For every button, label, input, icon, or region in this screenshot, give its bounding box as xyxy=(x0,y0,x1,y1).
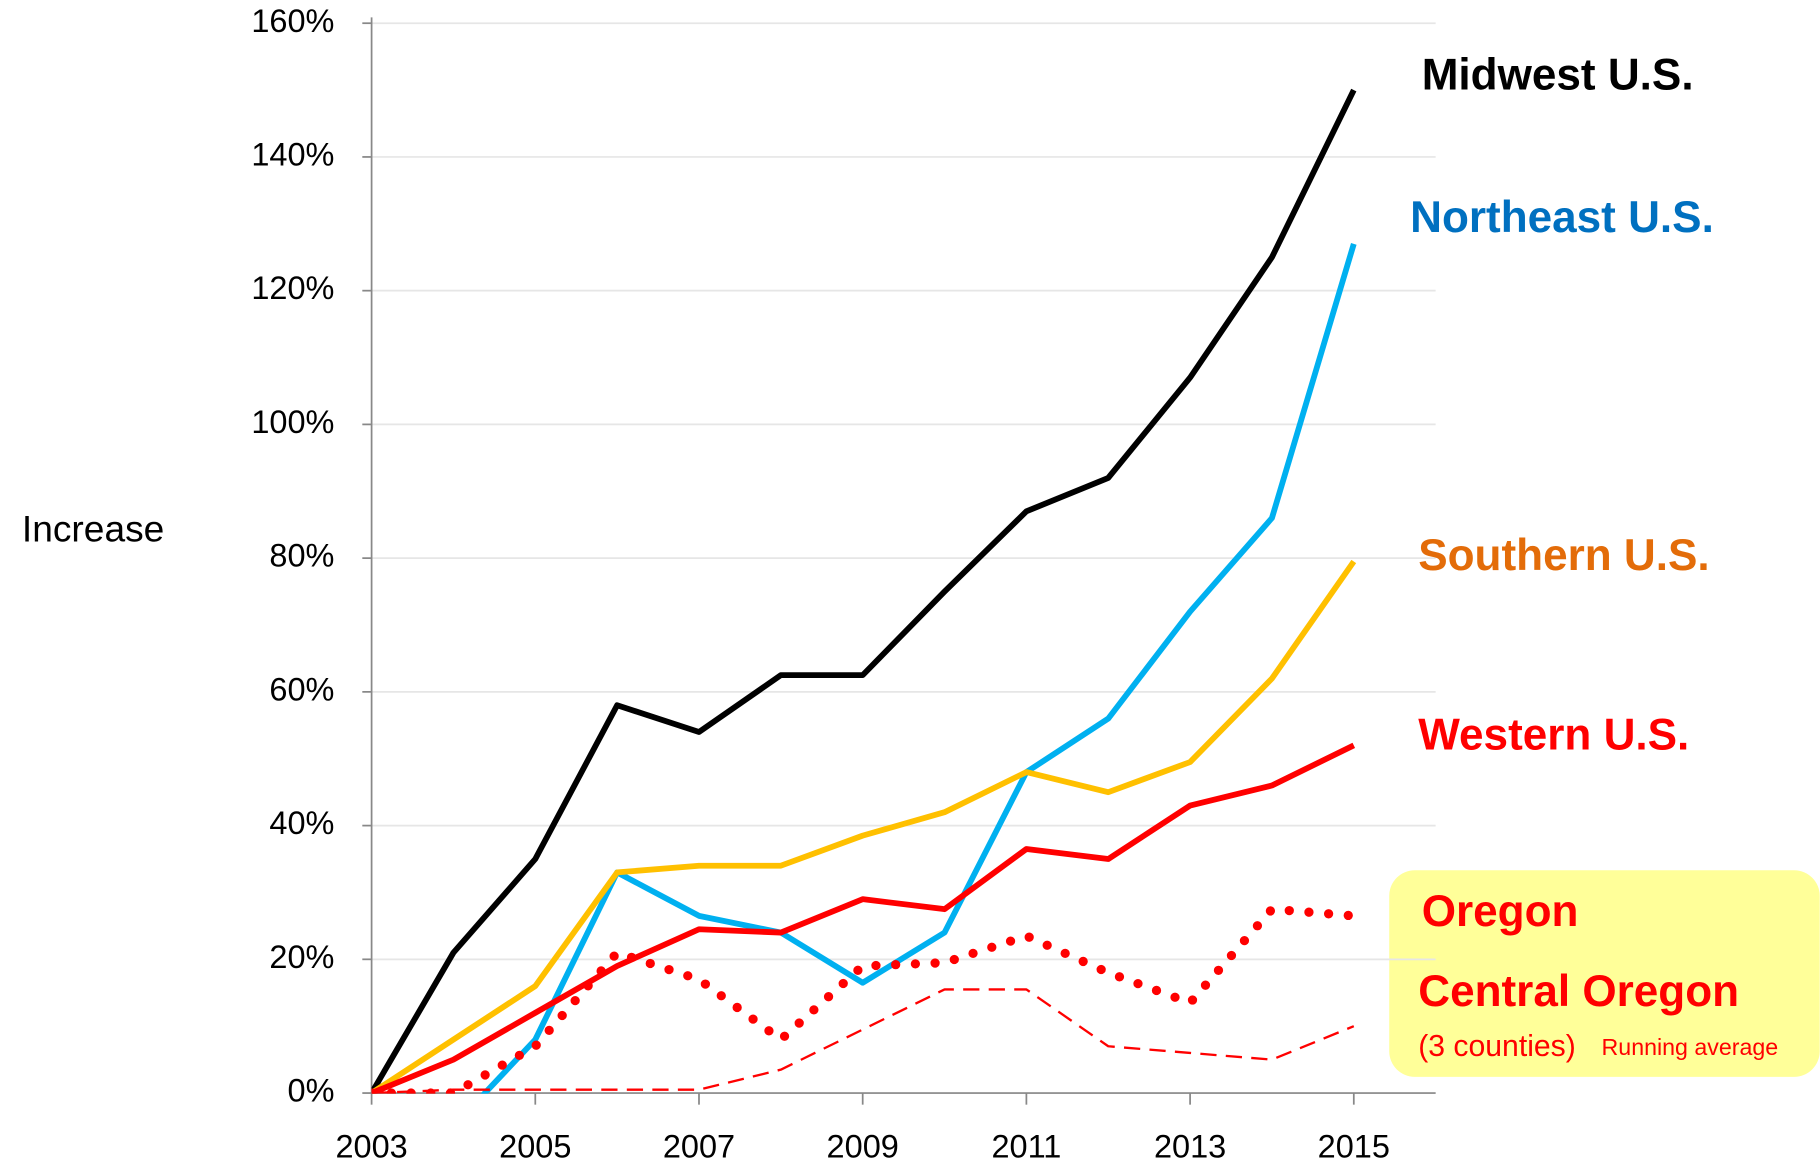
series-label: Northeast U.S. xyxy=(1410,193,1714,242)
series-line xyxy=(371,559,1357,1094)
series-label: Oregon xyxy=(1422,887,1579,936)
y-tick-label: 100% xyxy=(251,404,334,440)
series-label: Midwest U.S. xyxy=(1422,50,1694,99)
series-label: Central Oregon xyxy=(1418,967,1739,1016)
x-tick-label: 2015 xyxy=(1318,1128,1390,1164)
x-tick-label: 2003 xyxy=(335,1128,407,1164)
legend-box xyxy=(1389,870,1820,1077)
y-tick-label: 80% xyxy=(269,538,334,574)
y-tick-label: 160% xyxy=(251,3,334,39)
x-tick-label: 2005 xyxy=(499,1128,571,1164)
annotation: (3 counties) xyxy=(1418,1030,1576,1063)
plot-area xyxy=(371,88,1359,1094)
x-tick-label: 2009 xyxy=(827,1128,899,1164)
series-line xyxy=(371,904,1359,1094)
x-tick-label: 2013 xyxy=(1154,1128,1226,1164)
y-tick-label: 140% xyxy=(251,137,334,173)
series-line xyxy=(371,243,1357,1094)
series-line xyxy=(371,988,1355,1094)
series-line xyxy=(371,742,1356,1094)
annotation: Running average xyxy=(1602,1034,1779,1060)
x-tick-label: 2011 xyxy=(991,1128,1061,1164)
y-tick-label: 120% xyxy=(251,270,334,306)
y-axis-label: Increase xyxy=(22,507,164,549)
series-line xyxy=(371,88,1357,1094)
y-tick-label: 60% xyxy=(269,671,334,707)
series-label: Western U.S. xyxy=(1418,711,1689,760)
x-tick-label: 2007 xyxy=(663,1128,735,1164)
y-tick-label: 40% xyxy=(269,805,334,841)
y-tick-label: 0% xyxy=(288,1073,335,1109)
y-tick-label: 20% xyxy=(269,939,334,975)
series-label: Southern U.S. xyxy=(1418,531,1709,580)
